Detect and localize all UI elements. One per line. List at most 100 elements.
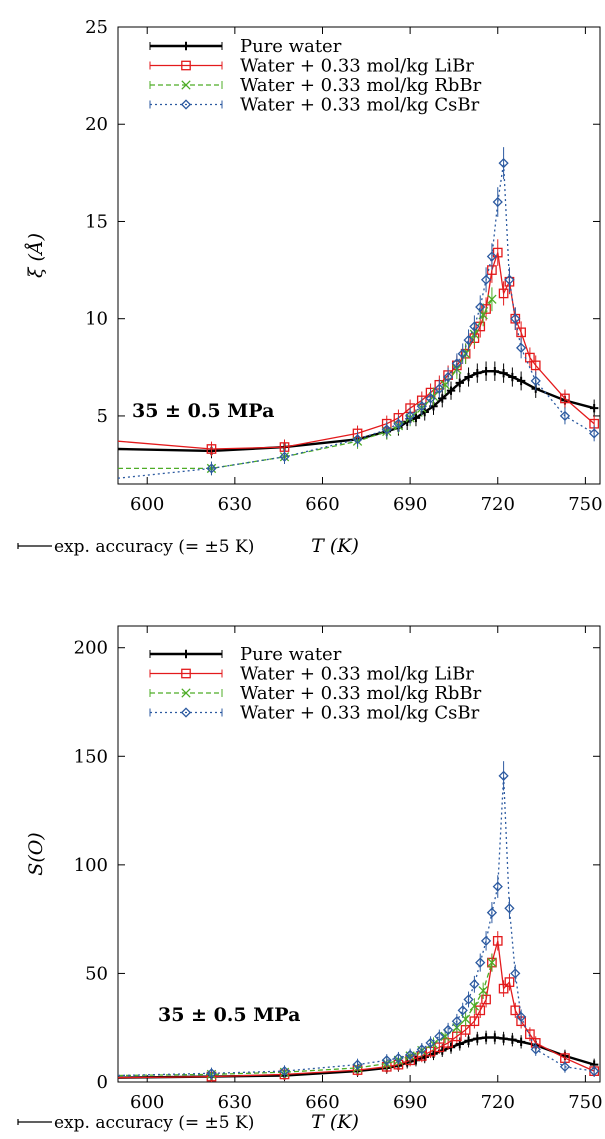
x-axis-label: T (K) (311, 1111, 359, 1133)
y-tick-label: 200 (74, 638, 108, 659)
data-point (481, 1033, 491, 1042)
data-point (492, 196, 503, 208)
data-point (446, 386, 456, 395)
data-point (473, 1034, 482, 1043)
data-point (508, 1035, 517, 1044)
series-line (118, 252, 595, 450)
data-point (438, 394, 447, 403)
data-point (206, 463, 217, 474)
data-point (463, 994, 474, 1005)
y-axis-label: S(O) (25, 832, 47, 875)
legend-marker (180, 707, 192, 718)
data-point (498, 770, 509, 781)
data-point (478, 986, 488, 996)
data-point (559, 1061, 571, 1072)
chart-panel-1: 600 630 660 690 720 750 5 10 15 20 25 ξ (Å) exp. acc… (17, 17, 603, 557)
data-point (481, 994, 491, 1005)
x-tick-label: 630 (218, 1092, 252, 1113)
legend-label: Pure water (240, 36, 342, 57)
data-point (393, 418, 404, 429)
data-point (442, 371, 454, 383)
y-tick-label: 0 (97, 1072, 108, 1093)
series-4 (118, 147, 600, 479)
legend-label: Water + 0.33 mol/kg CsBr (240, 95, 480, 116)
data-point (516, 342, 527, 353)
legend-label: Water + 0.33 mol/kg RbBr (240, 75, 482, 96)
data-point (559, 410, 571, 422)
y-tick-label: 100 (74, 855, 108, 876)
data-point (206, 444, 217, 454)
data-point (475, 301, 486, 313)
pressure-annotation: 35 ± 0.5 MPa (158, 1004, 300, 1026)
data-point (405, 410, 416, 422)
data-point (480, 935, 492, 946)
data-point (530, 375, 541, 387)
data-point (469, 979, 480, 990)
legend-label: Water + 0.33 mol/kg RbBr (240, 683, 482, 704)
data-point (481, 367, 491, 376)
x-tick-label: 690 (393, 1092, 427, 1113)
y-tick-label: 10 (85, 309, 108, 330)
y-tick-label: 50 (85, 963, 108, 984)
data-point (504, 977, 515, 987)
legend-label: Water + 0.33 mol/kg LiBr (240, 664, 474, 685)
data-point (490, 367, 500, 376)
accuracy-note: exp. accuracy (= ±5 K) (54, 1113, 254, 1133)
pressure-annotation: 35 ± 0.5 MPa (132, 400, 274, 422)
data-point (405, 1049, 416, 1060)
legend-label: Pure water (240, 644, 342, 665)
data-point (516, 376, 526, 386)
x-tick-label: 720 (481, 1092, 515, 1113)
data-point (352, 1059, 363, 1070)
data-point (381, 424, 392, 435)
series-4 (118, 761, 600, 1080)
data-point (508, 372, 517, 382)
data-point (510, 313, 521, 324)
data-point (504, 903, 515, 914)
x-tick-label: 660 (305, 494, 339, 515)
data-point (473, 368, 482, 378)
data-point (486, 907, 498, 918)
data-point (463, 334, 474, 346)
x-tick-label: 690 (393, 494, 427, 515)
data-point (486, 251, 498, 262)
data-point (206, 1068, 217, 1079)
data-point (457, 348, 468, 359)
y-axis-label: ξ (Å) (25, 233, 47, 278)
x-tick-label: 750 (568, 494, 602, 515)
data-point (425, 393, 436, 404)
x-tick-label: 630 (218, 494, 252, 515)
chart-panel-2: 600 630 660 690 720 750 0 50 100 150 200 S(O) exp. a… (17, 625, 603, 1133)
series-2 (118, 239, 600, 457)
y-tick-label: 20 (85, 114, 108, 135)
data-point (480, 274, 492, 285)
series-line (118, 775, 595, 1077)
data-point (434, 1031, 445, 1042)
plot-frame (117, 625, 601, 1083)
legend-marker (181, 41, 191, 51)
data-point (499, 1034, 508, 1043)
data-point (498, 983, 509, 994)
data-point (279, 451, 290, 462)
data-point (464, 1036, 473, 1045)
data-point (499, 368, 508, 378)
data-point (530, 1044, 541, 1055)
data-point (451, 1016, 462, 1027)
data-point (525, 1029, 535, 1040)
data-point (498, 288, 509, 299)
y-tick-label: 150 (74, 746, 108, 767)
data-point (510, 968, 521, 979)
data-point (504, 274, 515, 285)
legend-marker (181, 80, 191, 90)
legend-marker (180, 99, 192, 110)
x-axis-label: T (K) (311, 535, 359, 557)
y-tick-label: 5 (97, 406, 108, 427)
legend-marker (181, 688, 191, 698)
plot-frame (117, 26, 601, 485)
data-point (464, 372, 473, 382)
data-point (416, 401, 427, 412)
data-point (492, 881, 503, 892)
data-point (487, 957, 497, 968)
data-point (469, 1016, 480, 1027)
